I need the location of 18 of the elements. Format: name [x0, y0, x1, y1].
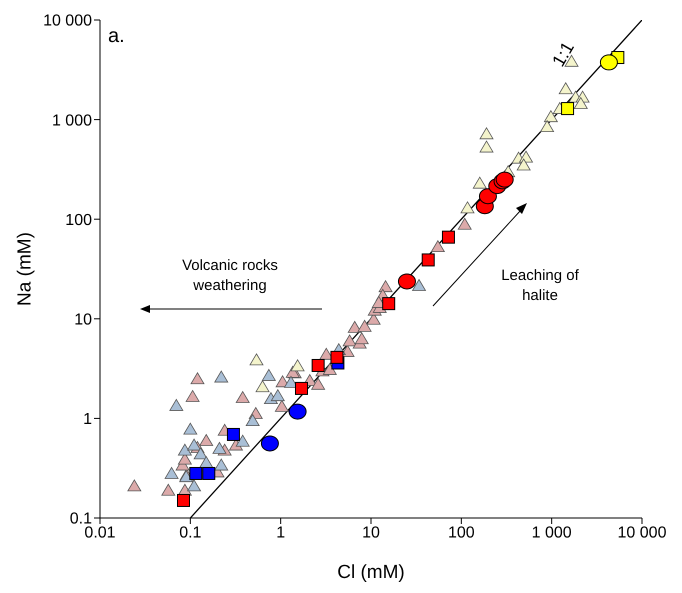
- x-tick-label: 10 000: [618, 524, 667, 542]
- x-axis-title: Cl (mM): [337, 562, 405, 583]
- annotation: Leaching of halite: [501, 267, 580, 304]
- x-tick-label: 1: [276, 524, 286, 542]
- y-axis-title: Na (mM): [14, 232, 36, 306]
- y-tick-label: 10: [74, 311, 92, 328]
- x-tick-label: 10: [362, 524, 380, 542]
- x-tick-label: 1 000: [532, 524, 572, 542]
- x-tick-label: 0.1: [179, 524, 202, 542]
- x-tick-label: 0.01: [84, 524, 116, 542]
- y-tick-label: 1 000: [52, 112, 92, 130]
- y-tick-label: 10 000: [43, 12, 92, 30]
- annotation: Volcanic rocks weathering: [182, 257, 278, 294]
- x-tick-label: 100: [448, 524, 475, 542]
- y-tick-label: 1: [83, 411, 92, 428]
- y-tick-label: 100: [65, 212, 92, 229]
- annotation: 1:1: [548, 38, 578, 70]
- annotation: a.: [108, 25, 125, 47]
